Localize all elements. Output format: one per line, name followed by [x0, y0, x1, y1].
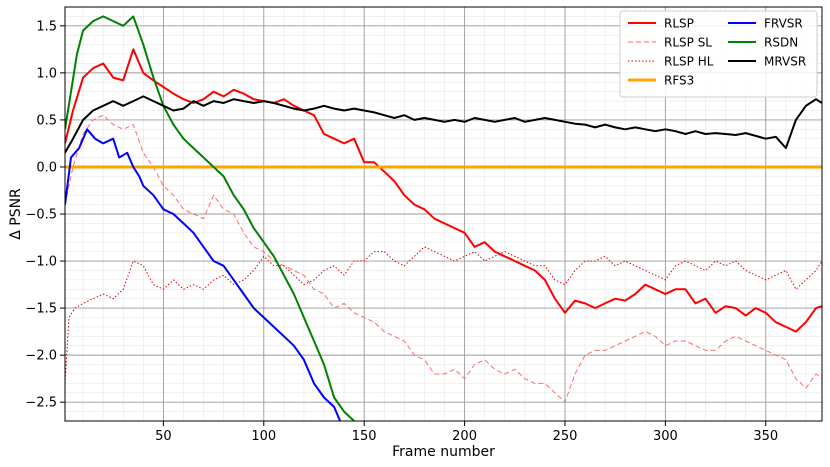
y-axis-label: Δ PSNR — [8, 188, 24, 240]
y-axis: 1.5 1.0 0.5 0.0 −0.5 −1.0 −1.5 −2.0 −2.5 — [25, 19, 65, 411]
x-tick-label: 250 — [553, 429, 578, 444]
x-tick-label: 200 — [452, 429, 477, 444]
x-tick-label: 100 — [251, 429, 276, 444]
legend: RLSP RLSP SL RLSP HL RFS3 FRVSR RSDN MRVSR — [619, 10, 818, 98]
x-tick-label: 50 — [155, 429, 172, 444]
series-layer — [65, 15, 822, 421]
x-axis-label: Frame number — [392, 444, 495, 460]
y-tick-label: 0.5 — [36, 113, 57, 128]
y-tick-label: 0.0 — [36, 160, 57, 175]
legend-label: RSDN — [764, 36, 798, 50]
y-tick-label: −0.5 — [25, 208, 57, 223]
legend-label: RFS3 — [664, 74, 694, 88]
y-tick-label: −1.5 — [25, 302, 57, 317]
y-tick-label: −1.0 — [25, 255, 57, 270]
x-tick-label: 150 — [352, 429, 377, 444]
legend-label: RLSP HL — [664, 55, 714, 69]
y-tick-label: 1.0 — [36, 66, 57, 81]
legend-label: MRVSR — [764, 55, 806, 69]
legend-label: RLSP — [664, 17, 694, 31]
y-tick-label: 1.5 — [36, 19, 57, 34]
series-line-rlsp-sl — [65, 114, 822, 403]
x-tick-label: 300 — [653, 429, 678, 444]
legend-box — [619, 10, 818, 98]
y-tick-label: −2.5 — [25, 396, 57, 411]
legend-label: FRVSR — [764, 17, 803, 31]
x-axis: 50 100 150 200 250 300 350 — [155, 421, 778, 444]
series-line-rlsp-hl — [65, 246, 822, 384]
series-line-mrvsr — [65, 95, 822, 154]
y-tick-label: −2.0 — [25, 349, 57, 364]
x-tick-label: 350 — [753, 429, 778, 444]
series-line-frvsr — [65, 128, 342, 421]
series-line-rlsp — [65, 48, 822, 333]
legend-label: RLSP SL — [664, 36, 712, 50]
series-line-rsdn — [65, 15, 355, 421]
